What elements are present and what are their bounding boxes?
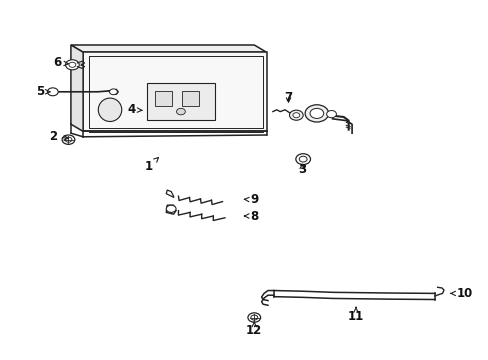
Circle shape — [109, 89, 117, 95]
Circle shape — [176, 108, 185, 115]
Circle shape — [62, 135, 75, 144]
Circle shape — [326, 111, 336, 118]
Polygon shape — [146, 83, 215, 120]
Text: 1: 1 — [145, 157, 158, 173]
Circle shape — [247, 313, 260, 322]
Circle shape — [166, 205, 176, 212]
Ellipse shape — [98, 98, 122, 122]
Bar — [182, 91, 199, 106]
Circle shape — [65, 137, 72, 142]
Text: 9: 9 — [244, 193, 258, 206]
Text: 6: 6 — [54, 57, 68, 69]
Circle shape — [305, 105, 328, 122]
Circle shape — [292, 113, 299, 118]
Polygon shape — [71, 45, 266, 52]
Text: 8: 8 — [244, 210, 258, 222]
Circle shape — [309, 108, 323, 118]
Bar — [154, 91, 171, 106]
Circle shape — [69, 62, 76, 67]
Text: 7: 7 — [284, 91, 292, 104]
Polygon shape — [71, 45, 83, 131]
Circle shape — [299, 156, 306, 162]
Text: 3: 3 — [298, 163, 305, 176]
Text: 5: 5 — [36, 85, 50, 98]
Circle shape — [250, 315, 257, 320]
Circle shape — [65, 60, 79, 70]
Text: 4: 4 — [128, 103, 142, 116]
Polygon shape — [83, 52, 266, 131]
Text: 2: 2 — [49, 130, 68, 143]
Circle shape — [289, 110, 303, 120]
Text: 12: 12 — [245, 321, 262, 337]
Text: 11: 11 — [347, 307, 364, 323]
Text: 10: 10 — [450, 287, 472, 300]
Circle shape — [47, 88, 58, 96]
Circle shape — [295, 154, 310, 165]
